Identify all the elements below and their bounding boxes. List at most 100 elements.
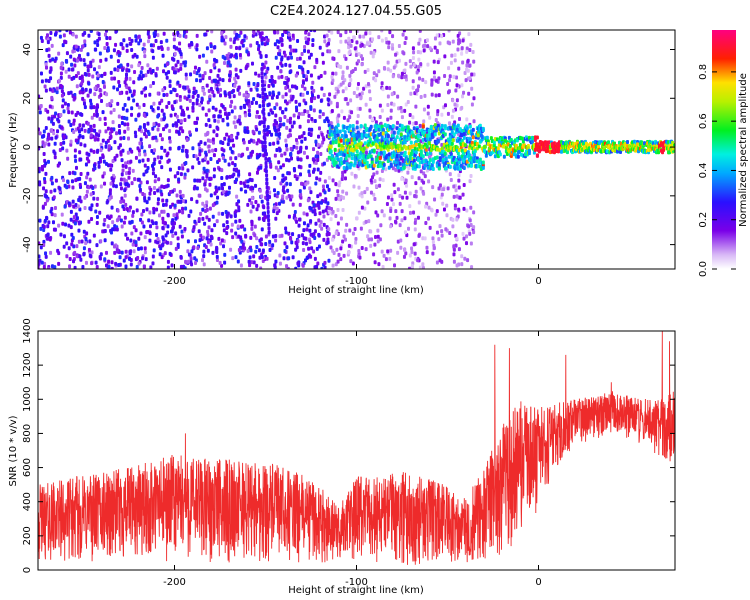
heatmap-cell <box>393 138 397 143</box>
heatmap-cell <box>234 209 238 214</box>
heatmap-cell <box>234 67 238 72</box>
heatmap-cell <box>92 149 96 154</box>
heatmap-cell <box>43 176 47 181</box>
heatmap-cell <box>442 187 446 192</box>
heatmap-cell <box>59 65 63 70</box>
heatmap-cell <box>431 185 435 190</box>
heatmap-cell <box>238 114 242 119</box>
heatmap-cell <box>239 180 243 185</box>
heatmap-cell <box>205 236 209 241</box>
heatmap-cell <box>104 57 108 62</box>
heatmap-cell <box>404 178 408 183</box>
heatmap-cell <box>38 254 41 259</box>
heatmap-cell <box>388 216 392 221</box>
heatmap-cell <box>284 86 288 91</box>
heatmap-cell <box>139 246 143 251</box>
heatmap-cell <box>155 232 159 237</box>
heatmap-cell <box>133 53 137 58</box>
heatmap-cell <box>201 106 205 111</box>
heatmap-cell <box>75 254 79 259</box>
heatmap-cell <box>321 184 325 189</box>
heatmap-cell <box>379 223 383 228</box>
heatmap-cell <box>463 148 467 153</box>
heatmap-cell <box>372 192 376 197</box>
heatmap-cell <box>202 249 206 254</box>
heatmap-cell <box>380 249 384 254</box>
heatmap-cell <box>175 114 179 119</box>
heatmap-cell <box>204 122 208 127</box>
heatmap-cell <box>176 80 180 85</box>
heatmap-cell <box>380 30 384 33</box>
heatmap-cell <box>452 184 456 189</box>
heatmap-cell <box>125 182 129 187</box>
heatmap-cell <box>359 141 363 146</box>
heatmap-cell <box>468 231 472 236</box>
heatmap-cell <box>405 195 409 200</box>
heatmap-cell <box>219 93 223 98</box>
heatmap-cell <box>329 100 333 105</box>
heatmap-cell <box>552 141 556 146</box>
heatmap-cell <box>367 237 371 242</box>
heatmap-cell <box>127 170 131 175</box>
heatmap-cell <box>284 226 288 231</box>
heatmap-cell <box>279 165 283 170</box>
heatmap-cell <box>195 98 199 103</box>
heatmap-cell <box>275 102 279 107</box>
heatmap-cell <box>271 110 275 115</box>
heatmap-cell <box>259 165 263 170</box>
heatmap-cell <box>158 101 162 106</box>
heatmap-cell <box>72 118 76 123</box>
heatmap-cell <box>310 127 314 132</box>
heatmap-cell <box>112 48 116 53</box>
heatmap-cell <box>213 223 217 228</box>
heatmap-cell <box>194 261 198 266</box>
heatmap-cell <box>301 182 305 187</box>
heatmap-cell <box>104 129 108 134</box>
heatmap-cell <box>250 226 254 231</box>
heatmap-cell <box>381 87 385 92</box>
heatmap-cell <box>296 157 300 162</box>
heatmap-cell <box>168 251 172 256</box>
heatmap-cell <box>350 70 354 75</box>
heatmap-cell <box>319 220 323 225</box>
heatmap-cell <box>247 99 251 104</box>
heatmap-cell <box>161 198 165 203</box>
heatmap-cell <box>461 94 465 99</box>
heatmap-cell <box>65 30 69 33</box>
heatmap-cell <box>327 102 331 107</box>
heatmap-cell <box>263 136 267 141</box>
heatmap-cell <box>180 148 184 153</box>
heatmap-cell <box>372 148 376 153</box>
heatmap-cell <box>260 41 264 46</box>
heatmap-cell <box>99 148 103 153</box>
heatmap-cell <box>195 199 199 204</box>
heatmap-cell <box>222 60 226 65</box>
heatmap-cell <box>422 48 426 53</box>
heatmap-cell <box>190 262 194 267</box>
heatmap-cell <box>287 32 291 37</box>
heatmap-cell <box>263 128 267 133</box>
heatmap-cell <box>60 125 64 130</box>
heatmap-cell <box>317 203 321 208</box>
heatmap-cell <box>47 78 51 83</box>
heatmap-cell <box>114 261 118 266</box>
heatmap-cell <box>322 237 326 242</box>
heatmap-cell <box>217 114 221 119</box>
heatmap-cell <box>228 70 232 75</box>
heatmap-cell <box>108 101 112 106</box>
heatmap-cell <box>239 105 243 110</box>
heatmap-cell <box>221 78 225 83</box>
heatmap-cell <box>160 184 164 189</box>
heatmap-cell <box>311 157 315 162</box>
heatmap-cell <box>186 85 190 90</box>
heatmap-cell <box>44 171 48 176</box>
heatmap-cell <box>249 209 253 214</box>
heatmap-cell <box>90 128 94 133</box>
heatmap-cell <box>178 126 182 131</box>
heatmap-cell <box>426 44 430 49</box>
heatmap-cell <box>202 166 206 171</box>
heatmap-cell <box>212 153 216 158</box>
heatmap-cell <box>399 156 403 161</box>
heatmap-cell <box>168 167 172 172</box>
heatmap-cell <box>74 158 78 163</box>
